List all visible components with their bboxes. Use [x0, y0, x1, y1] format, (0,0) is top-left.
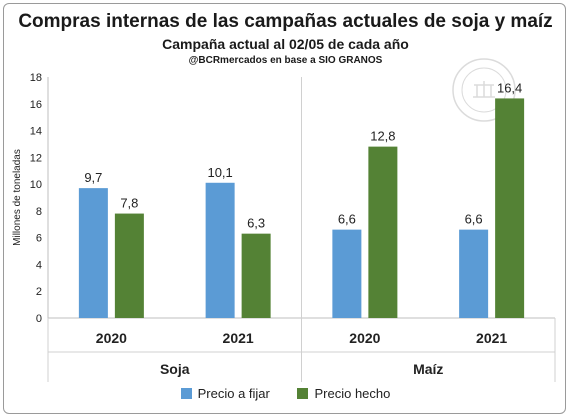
legend-label-precio-a-fijar: Precio a fijar [197, 386, 270, 401]
legend-item-precio-hecho: Precio hecho [297, 386, 390, 401]
y-tick-label: 4 [36, 259, 42, 271]
bar [241, 233, 271, 318]
group-label: Soja [160, 361, 190, 377]
group-label: Maíz [413, 361, 443, 377]
chart-subtitle: Campaña actual al 02/05 de cada año [162, 36, 409, 52]
legend-swatch-precio-a-fijar [180, 388, 192, 399]
y-tick-label: 12 [30, 152, 42, 164]
data-label: 16,4 [497, 80, 522, 95]
x-tick-label: 2020 [96, 330, 127, 346]
y-tick-label: 16 [30, 99, 42, 111]
chart-title: Compras internas de las campañas actuale… [18, 11, 553, 32]
x-tick-label: 2021 [223, 330, 254, 346]
bar [368, 146, 398, 318]
data-label: 9,7 [84, 170, 102, 185]
x-tick-label: 2020 [349, 330, 380, 346]
y-tick-label: 2 [36, 286, 42, 298]
bar [495, 98, 525, 318]
y-tick-label: 14 [30, 126, 42, 138]
y-tick-label: 10 [30, 179, 42, 191]
legend-label-precio-hecho: Precio hecho [314, 386, 391, 401]
data-label: 10,1 [207, 165, 232, 180]
data-label: 6,3 [247, 216, 265, 231]
bar [459, 229, 489, 318]
y-tick-label: 18 [30, 72, 42, 84]
watermark-seal [452, 58, 516, 122]
y-tick-label: 8 [36, 206, 42, 218]
bar [114, 213, 144, 318]
bar [78, 188, 108, 318]
legend-swatch-precio-hecho [297, 388, 309, 399]
x-tick-label: 2021 [476, 330, 507, 346]
bar [332, 229, 362, 318]
bar [205, 182, 235, 318]
legend: Precio a fijar Precio hecho [0, 386, 571, 401]
data-label: 6,6 [338, 212, 356, 227]
y-tick-label: 0 [36, 313, 42, 325]
data-label: 7,8 [120, 196, 138, 211]
data-label: 12,8 [370, 129, 395, 144]
y-tick-label: 6 [36, 233, 42, 245]
y-axis-label: Millones de toneladas [12, 149, 23, 246]
data-label: 6,6 [465, 212, 483, 227]
chart-source: @BCRmercados en base a SIO GRANOS [188, 55, 383, 66]
legend-item-precio-a-fijar: Precio a fijar [180, 386, 270, 401]
